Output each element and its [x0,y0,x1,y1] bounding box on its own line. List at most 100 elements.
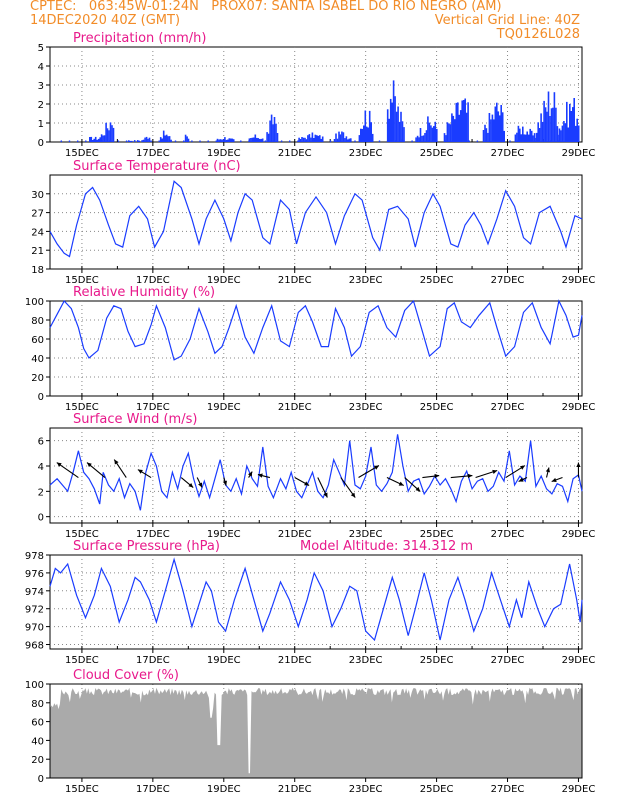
precip-bar [493,140,495,142]
temp-ytick-label: 21 [31,246,44,257]
precip-bar [256,137,258,142]
precip-bar [269,120,271,142]
temp-ytick-label: 27 [31,209,44,220]
pressure-xtick-label: 25DEC [420,655,454,666]
precip-xtick-label: 15DEC [65,148,99,159]
precip-bar [289,140,291,142]
rh-title: Relative Humidity (%) [73,285,215,300]
precip-bar [218,139,220,142]
precip-bar [141,140,143,142]
precip-bar [346,140,348,142]
temp-ytick-label: 18 [31,265,44,276]
precip-bar [304,137,306,142]
precip-bar [464,98,466,142]
precip-bar [431,127,434,142]
precip-bar [129,140,132,142]
precip-bar [482,130,485,142]
precip-bar [267,133,270,142]
precip-bar [167,136,169,142]
precip-bar [553,92,556,142]
rh-ytick-label: 20 [31,373,44,384]
precip-bar [520,134,523,142]
precip-bar [261,138,264,142]
precip-bar [191,140,193,142]
temp-series-line [49,180,583,258]
precip-bar [540,113,542,142]
precip-bar [231,140,234,142]
wind-arrow-head [492,469,498,474]
precip-bar [501,140,503,142]
pressure-xtick-label: 29DEC [562,655,596,666]
precip-xtick-label: 27DEC [491,148,525,159]
precip-bar [556,126,559,142]
precip-bar [93,140,95,142]
precip-bar [319,135,321,142]
precip-bar [248,138,251,142]
pressure-xtick-label: 27DEC [491,655,525,666]
precip-bar [560,130,562,142]
precip-bar [446,122,449,142]
rh-xtick-label: 25DEC [420,402,454,413]
precip-bar [92,140,94,142]
precip-bar [144,137,146,142]
wind-arrow-head [198,482,202,488]
pressure-xtick-label: 21DEC [278,655,312,666]
wind-arrow-head [323,492,328,498]
wind-ytick-label: 0 [38,513,44,524]
precip-bar [254,134,257,142]
model-altitude-label: Model Altitude: 314.312 m [300,539,473,554]
precip-bar [517,125,520,142]
precip-bar [345,136,348,142]
precip-bar [342,132,345,142]
precip-bar [395,111,398,142]
precip-bar [166,140,169,142]
wind-xtick-label: 29DEC [562,529,596,540]
precip-bar [460,140,462,142]
temp-ytick-label: 30 [31,190,44,201]
precip-bar [338,131,340,142]
precip-bar [424,133,426,142]
temp-xtick-label: 21DEC [278,275,312,286]
wind-arrow-head [434,473,440,479]
precip-bar [362,140,364,142]
pressure-ytick-label: 978 [25,551,44,562]
precip-bar [535,132,538,142]
precip-bar [403,140,405,142]
wind-ytick-label: 6 [38,437,44,448]
precip-bar [165,134,168,142]
precip-bar [465,112,468,142]
precip-bar [452,115,455,142]
precip-bar [302,137,305,142]
precip-bar [392,80,395,142]
precip-bar [550,140,552,142]
precip-bar [307,135,309,142]
precip-bar [348,138,351,142]
precip-bar [577,125,580,142]
precip-bar [427,116,429,142]
precip-bar [544,107,547,142]
precip-bar [561,125,564,142]
cloud-ytick-label: 60 [31,718,44,729]
precip-bar [525,134,527,142]
precip-bar [526,131,528,142]
precip-bar [142,140,144,142]
precip-bar [90,136,93,142]
precip-bar [251,137,254,142]
wind-arrow-head [518,477,524,482]
precip-bar [68,140,71,142]
precip-bar [419,128,422,142]
precip-xtick-label: 17DEC [136,148,170,159]
precip-bar [161,138,163,142]
wind-arrow-head [248,471,253,477]
wind-xtick-label: 17DEC [136,529,170,540]
precip-ytick-label: 5 [38,43,44,54]
wind-xtick-label: 21DEC [278,529,312,540]
precip-bar [260,138,262,142]
precip-bar [350,138,352,142]
precip-bar [370,140,372,142]
precip-title: Precipitation (mm/h) [73,31,206,46]
precip-ytick-label: 2 [38,100,44,111]
wind-arrow-head [467,473,473,479]
precip-bar [257,138,260,142]
precip-bar [394,96,396,142]
